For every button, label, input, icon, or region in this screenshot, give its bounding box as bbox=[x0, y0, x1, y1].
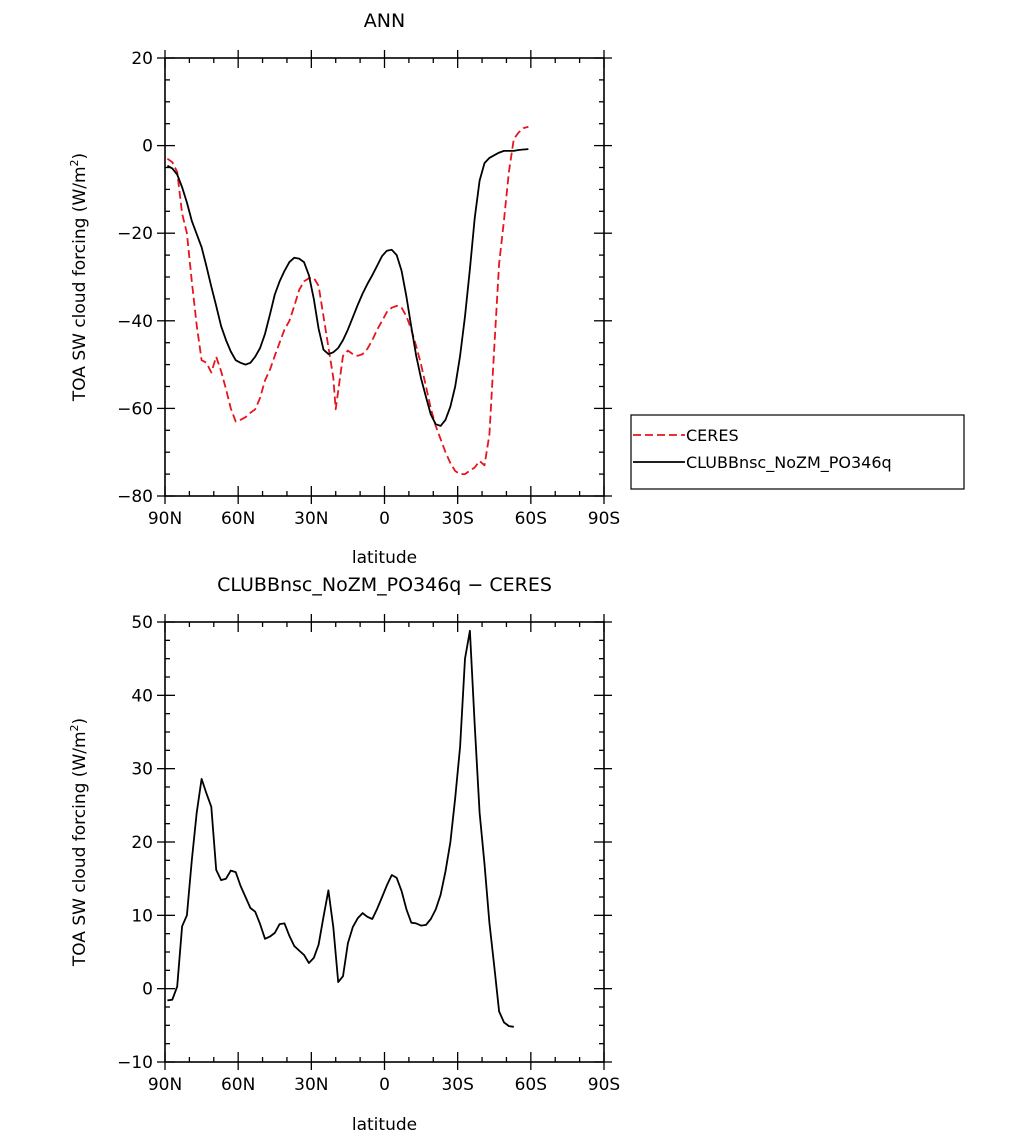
x-tick-label: 30N bbox=[294, 509, 328, 529]
x-tick-label: 60N bbox=[221, 509, 255, 529]
y-tick-label: 30 bbox=[131, 760, 153, 780]
x-tick-label: 30S bbox=[441, 509, 473, 529]
y-tick-label: −80 bbox=[117, 487, 153, 507]
x-tick-label: 90N bbox=[148, 1075, 182, 1095]
x-tick-label: 60S bbox=[515, 1075, 547, 1095]
x-tick-label: 90S bbox=[588, 509, 620, 529]
y-tick-label: 0 bbox=[142, 980, 153, 1000]
y-tick-label: −60 bbox=[117, 399, 153, 419]
x-tick-label: 60N bbox=[221, 1075, 255, 1095]
x-tick-label: 90S bbox=[588, 1075, 620, 1095]
y-tick-label: −20 bbox=[117, 224, 153, 244]
y-tick-label: 20 bbox=[131, 49, 153, 69]
x-tick-label: 30N bbox=[294, 1075, 328, 1095]
x-tick-label: 60S bbox=[515, 509, 547, 529]
series-line-ceres bbox=[166, 125, 529, 476]
legend-label: CLUBBnsc_NoZM_PO346q bbox=[686, 453, 892, 473]
x-axis-label: latitude bbox=[352, 548, 417, 568]
y-axis-label: TOA SW cloud forcing (W/m2) bbox=[68, 718, 90, 967]
legend-box bbox=[630, 414, 965, 490]
series-line-clubbnsc-nozm-po346q bbox=[166, 148, 529, 427]
y-tick-label: 20 bbox=[131, 833, 153, 853]
y-tick-label: 0 bbox=[142, 137, 153, 157]
series-line-diff-0 bbox=[167, 629, 514, 1028]
plot-frame bbox=[164, 57, 605, 497]
x-tick-label: 30S bbox=[441, 1075, 473, 1095]
legend: CERES CLUBBnsc_NoZM_PO346q bbox=[630, 414, 965, 490]
y-tick-label: 50 bbox=[131, 613, 153, 633]
y-tick-label: −10 bbox=[117, 1053, 153, 1073]
chart-title: ANN bbox=[364, 10, 405, 32]
y-axis-label: TOA SW cloud forcing (W/m2) bbox=[68, 153, 90, 402]
chart-title: CLUBBnsc_NoZM_PO346q − CERES bbox=[217, 574, 552, 596]
y-tick-label: 10 bbox=[131, 906, 153, 926]
plot-frame bbox=[164, 621, 605, 1063]
y-tick-label: 40 bbox=[131, 686, 153, 706]
chart-bottom-panel: CLUBBnsc_NoZM_PO346q − CERES 50 40 30 20 10 0 −… bbox=[68, 574, 620, 1135]
x-tick-label: 0 bbox=[379, 1075, 390, 1095]
x-tick-label: 90N bbox=[148, 509, 182, 529]
y-tick-label: −40 bbox=[117, 312, 153, 332]
x-tick-label: 0 bbox=[379, 509, 390, 529]
legend-label: CERES bbox=[686, 426, 739, 445]
x-axis-label: latitude bbox=[352, 1115, 417, 1135]
